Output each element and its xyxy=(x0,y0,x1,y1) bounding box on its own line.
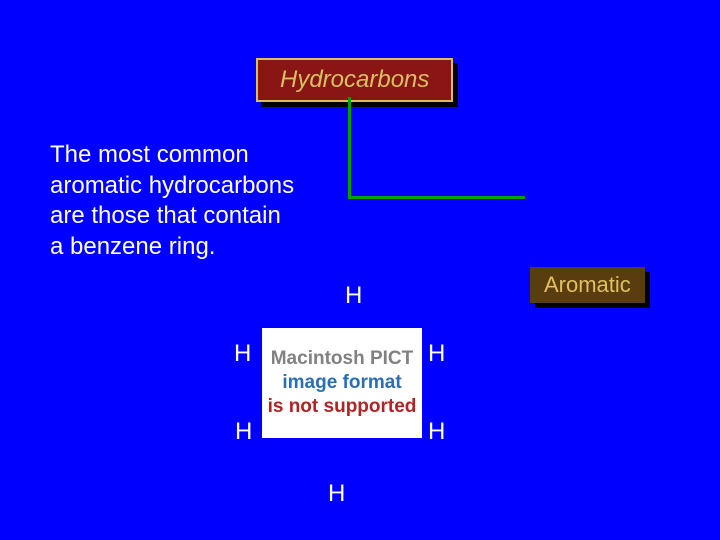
slide: Hydrocarbons The most commonaromatic hyd… xyxy=(0,0,720,540)
connector-vertical xyxy=(348,97,351,196)
h-label-top: H xyxy=(345,282,362,310)
pict-line-3: is not supported xyxy=(264,395,420,419)
body-line: are those that contain xyxy=(50,201,294,232)
pict-line-2: image format xyxy=(264,371,420,395)
h-label-top-left: H xyxy=(234,340,251,368)
body-line: aromatic hydrocarbons xyxy=(50,171,294,202)
h-label-bottom: H xyxy=(328,480,345,508)
h-label-bot-right: H xyxy=(428,418,445,446)
pict-line-1: Macintosh PICT xyxy=(264,347,420,371)
pict-placeholder: Macintosh PICT image format is not suppo… xyxy=(262,328,422,438)
h-label-top-right: H xyxy=(428,340,445,368)
h-label-bot-left: H xyxy=(235,418,252,446)
body-text: The most commonaromatic hydrocarbonsare … xyxy=(50,140,294,263)
aromatic-box: Aromatic xyxy=(530,267,645,303)
connector-horizontal xyxy=(348,196,525,199)
aromatic-label: Aromatic xyxy=(544,272,631,297)
body-line: a benzene ring. xyxy=(50,232,294,263)
slide-title: Hydrocarbons xyxy=(280,66,429,93)
title-box: Hydrocarbons xyxy=(256,58,453,102)
body-line: The most common xyxy=(50,140,294,171)
